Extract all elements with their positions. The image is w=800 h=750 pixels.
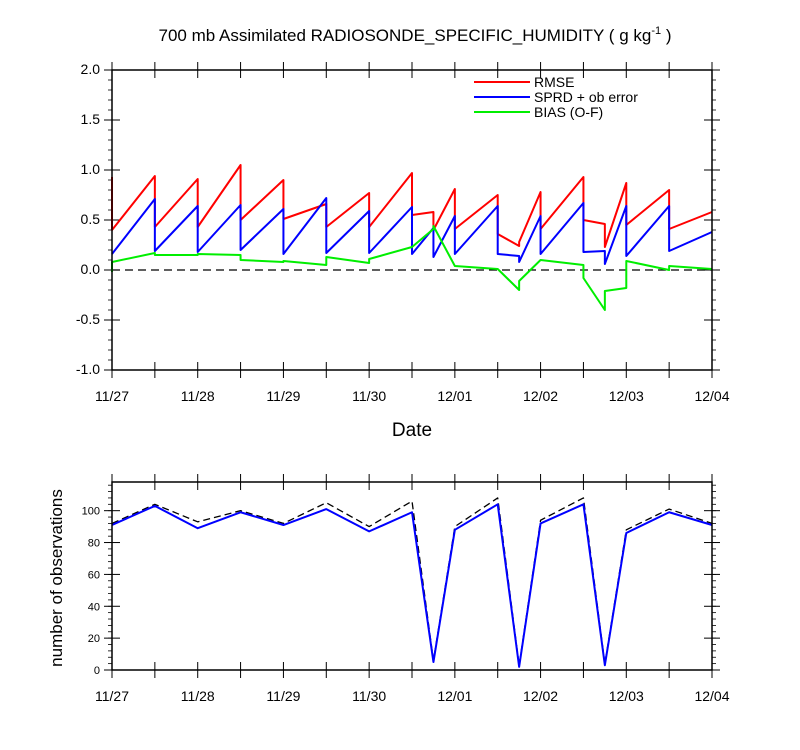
y-tick-label: -0.5 <box>76 311 100 327</box>
x-tick-label: 12/02 <box>523 688 558 704</box>
y-tick-label: 80 <box>88 538 100 550</box>
y-tick-label: 1.0 <box>81 161 101 177</box>
x-tick-label: 11/30 <box>352 688 386 704</box>
x-tick-label: 11/29 <box>266 388 300 404</box>
chart-title: 700 mb Assimilated RADIOSONDE_SPECIFIC_H… <box>159 25 672 45</box>
x-tick-label: 11/27 <box>95 688 129 704</box>
y-tick-label: 100 <box>82 506 100 518</box>
bottom-plot-frame <box>111 481 713 671</box>
x-tick-label: 11/30 <box>352 388 386 404</box>
chart-title-main: 700 mb Assimilated RADIOSONDE_SPECIFIC_H… <box>159 26 652 45</box>
series-line-solid <box>111 503 713 668</box>
x-tick-label: 12/03 <box>609 388 644 404</box>
x-tick-label: 11/27 <box>95 388 129 404</box>
y-tick-label: 0.5 <box>81 211 101 227</box>
top-panel: -1.0-0.50.00.51.01.52.0 11/27 11/28 11/29 1… <box>76 61 730 441</box>
y-tick-label: 40 <box>88 601 100 613</box>
bottom-panel: 0 20 40 60 80 100 11/27 11/28 11/29 11/30 12/01 12… <box>47 474 730 704</box>
x-tick-label: 12/04 <box>694 388 729 404</box>
x-tick-label: 12/02 <box>523 388 558 404</box>
legend-label-rmse: RMSE <box>534 74 574 90</box>
x-tick-label: 11/28 <box>181 688 215 704</box>
top-y-tick-labels: -1.0 -0.5 0.0 0.5 1.0 1.5 2.0 <box>76 61 100 377</box>
x-axis-label: Date <box>392 420 432 441</box>
x-tick-label: 11/29 <box>266 688 300 704</box>
legend-label-bias: BIAS (O-F) <box>534 104 603 120</box>
x-tick-label: 12/01 <box>437 388 472 404</box>
y-tick-label: -1.0 <box>76 361 100 377</box>
y-tick-label: 1.5 <box>81 111 101 127</box>
legend: RMSE SPRD + ob error BIAS (O-F) <box>474 74 638 120</box>
y-tick-label: 0 <box>94 665 100 677</box>
y-tick-label: 20 <box>88 633 100 645</box>
x-tick-label: 12/04 <box>694 688 729 704</box>
y-axis-label-bottom: number of observations <box>47 489 66 667</box>
y-tick-label: 60 <box>88 569 100 581</box>
top-series <box>111 164 713 311</box>
series-line-bias-o-f <box>111 225 713 311</box>
y-tick-label: 2.0 <box>81 61 101 77</box>
series-line-sprd-ob-error <box>111 197 713 265</box>
chart-title-sup: -1 <box>651 25 661 37</box>
y-tick-label: 0.0 <box>81 261 101 277</box>
series-line-dashed <box>111 497 713 666</box>
x-tick-label: 12/03 <box>609 688 644 704</box>
x-tick-label: 11/28 <box>181 388 215 404</box>
bottom-y-tick-labels: 0 20 40 60 80 100 <box>82 506 100 677</box>
bottom-series <box>111 497 713 668</box>
chart-title-end: ) <box>661 26 671 45</box>
top-plot-frame <box>111 69 713 371</box>
x-tick-label: 12/01 <box>437 688 472 704</box>
bottom-x-tick-labels: 11/27 11/28 11/29 11/30 12/01 12/02 12/03 12/04 <box>95 688 730 704</box>
legend-label-sprd: SPRD + ob error <box>534 89 638 105</box>
top-x-tick-labels: 11/27 11/28 11/29 11/30 12/01 12/02 12/03 12/04 <box>95 388 730 404</box>
